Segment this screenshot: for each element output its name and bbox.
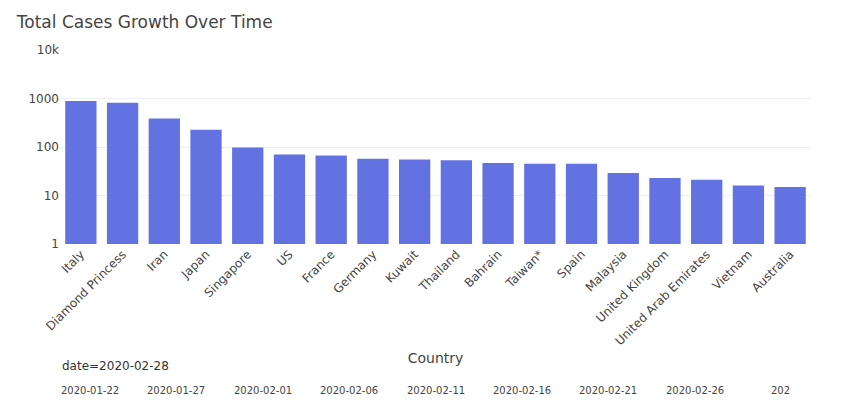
svg-text:202: 202 (771, 385, 790, 396)
svg-text:Iran: Iran (144, 247, 170, 273)
svg-text:Country: Country (408, 350, 464, 366)
svg-text:United Kingdom: United Kingdom (593, 247, 671, 325)
svg-text:Japan: Japan (178, 247, 212, 281)
svg-text:1: 1 (51, 237, 59, 251)
svg-text:France: France (299, 247, 337, 285)
svg-text:2020-02-06: 2020-02-06 (320, 385, 378, 396)
svg-text:1000: 1000 (28, 92, 59, 106)
svg-text:2020-02-26: 2020-02-26 (666, 385, 724, 396)
svg-text:2020-01-22: 2020-01-22 (61, 385, 119, 396)
svg-text:United Arab Emirates: United Arab Emirates (612, 247, 713, 348)
svg-text:Singapore: Singapore (201, 247, 254, 300)
svg-text:10: 10 (44, 189, 59, 203)
svg-text:2020-01-27: 2020-01-27 (147, 385, 205, 396)
svg-text:Australia: Australia (749, 247, 796, 294)
svg-text:100: 100 (36, 140, 59, 154)
svg-text:10k: 10k (37, 43, 59, 57)
svg-text:Total Cases Growth Over Time: Total Cases Growth Over Time (16, 12, 273, 32)
svg-text:Spain: Spain (554, 247, 588, 281)
svg-text:Thailand: Thailand (416, 247, 463, 294)
svg-text:2020-02-11: 2020-02-11 (407, 385, 465, 396)
svg-text:Germany: Germany (330, 247, 379, 296)
svg-text:Taiwan*: Taiwan* (502, 247, 546, 291)
svg-text:Italy: Italy (59, 247, 87, 275)
svg-text:Malaysia: Malaysia (583, 247, 630, 294)
svg-text:Vietnam: Vietnam (710, 247, 755, 292)
svg-text:Bahrain: Bahrain (462, 247, 505, 290)
svg-text:Kuwait: Kuwait (383, 247, 421, 285)
svg-text:US: US (274, 247, 296, 269)
svg-text:2020-02-01: 2020-02-01 (234, 385, 292, 396)
svg-text:date=2020-02-28: date=2020-02-28 (62, 359, 169, 373)
svg-text:2020-02-21: 2020-02-21 (579, 385, 637, 396)
svg-text:Diamond Princess: Diamond Princess (43, 247, 129, 333)
svg-text:2020-02-16: 2020-02-16 (493, 385, 551, 396)
